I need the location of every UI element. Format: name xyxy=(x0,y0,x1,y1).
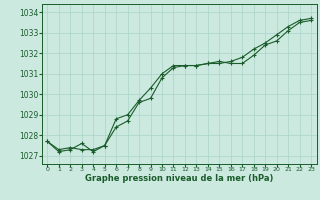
X-axis label: Graphe pression niveau de la mer (hPa): Graphe pression niveau de la mer (hPa) xyxy=(85,174,273,183)
